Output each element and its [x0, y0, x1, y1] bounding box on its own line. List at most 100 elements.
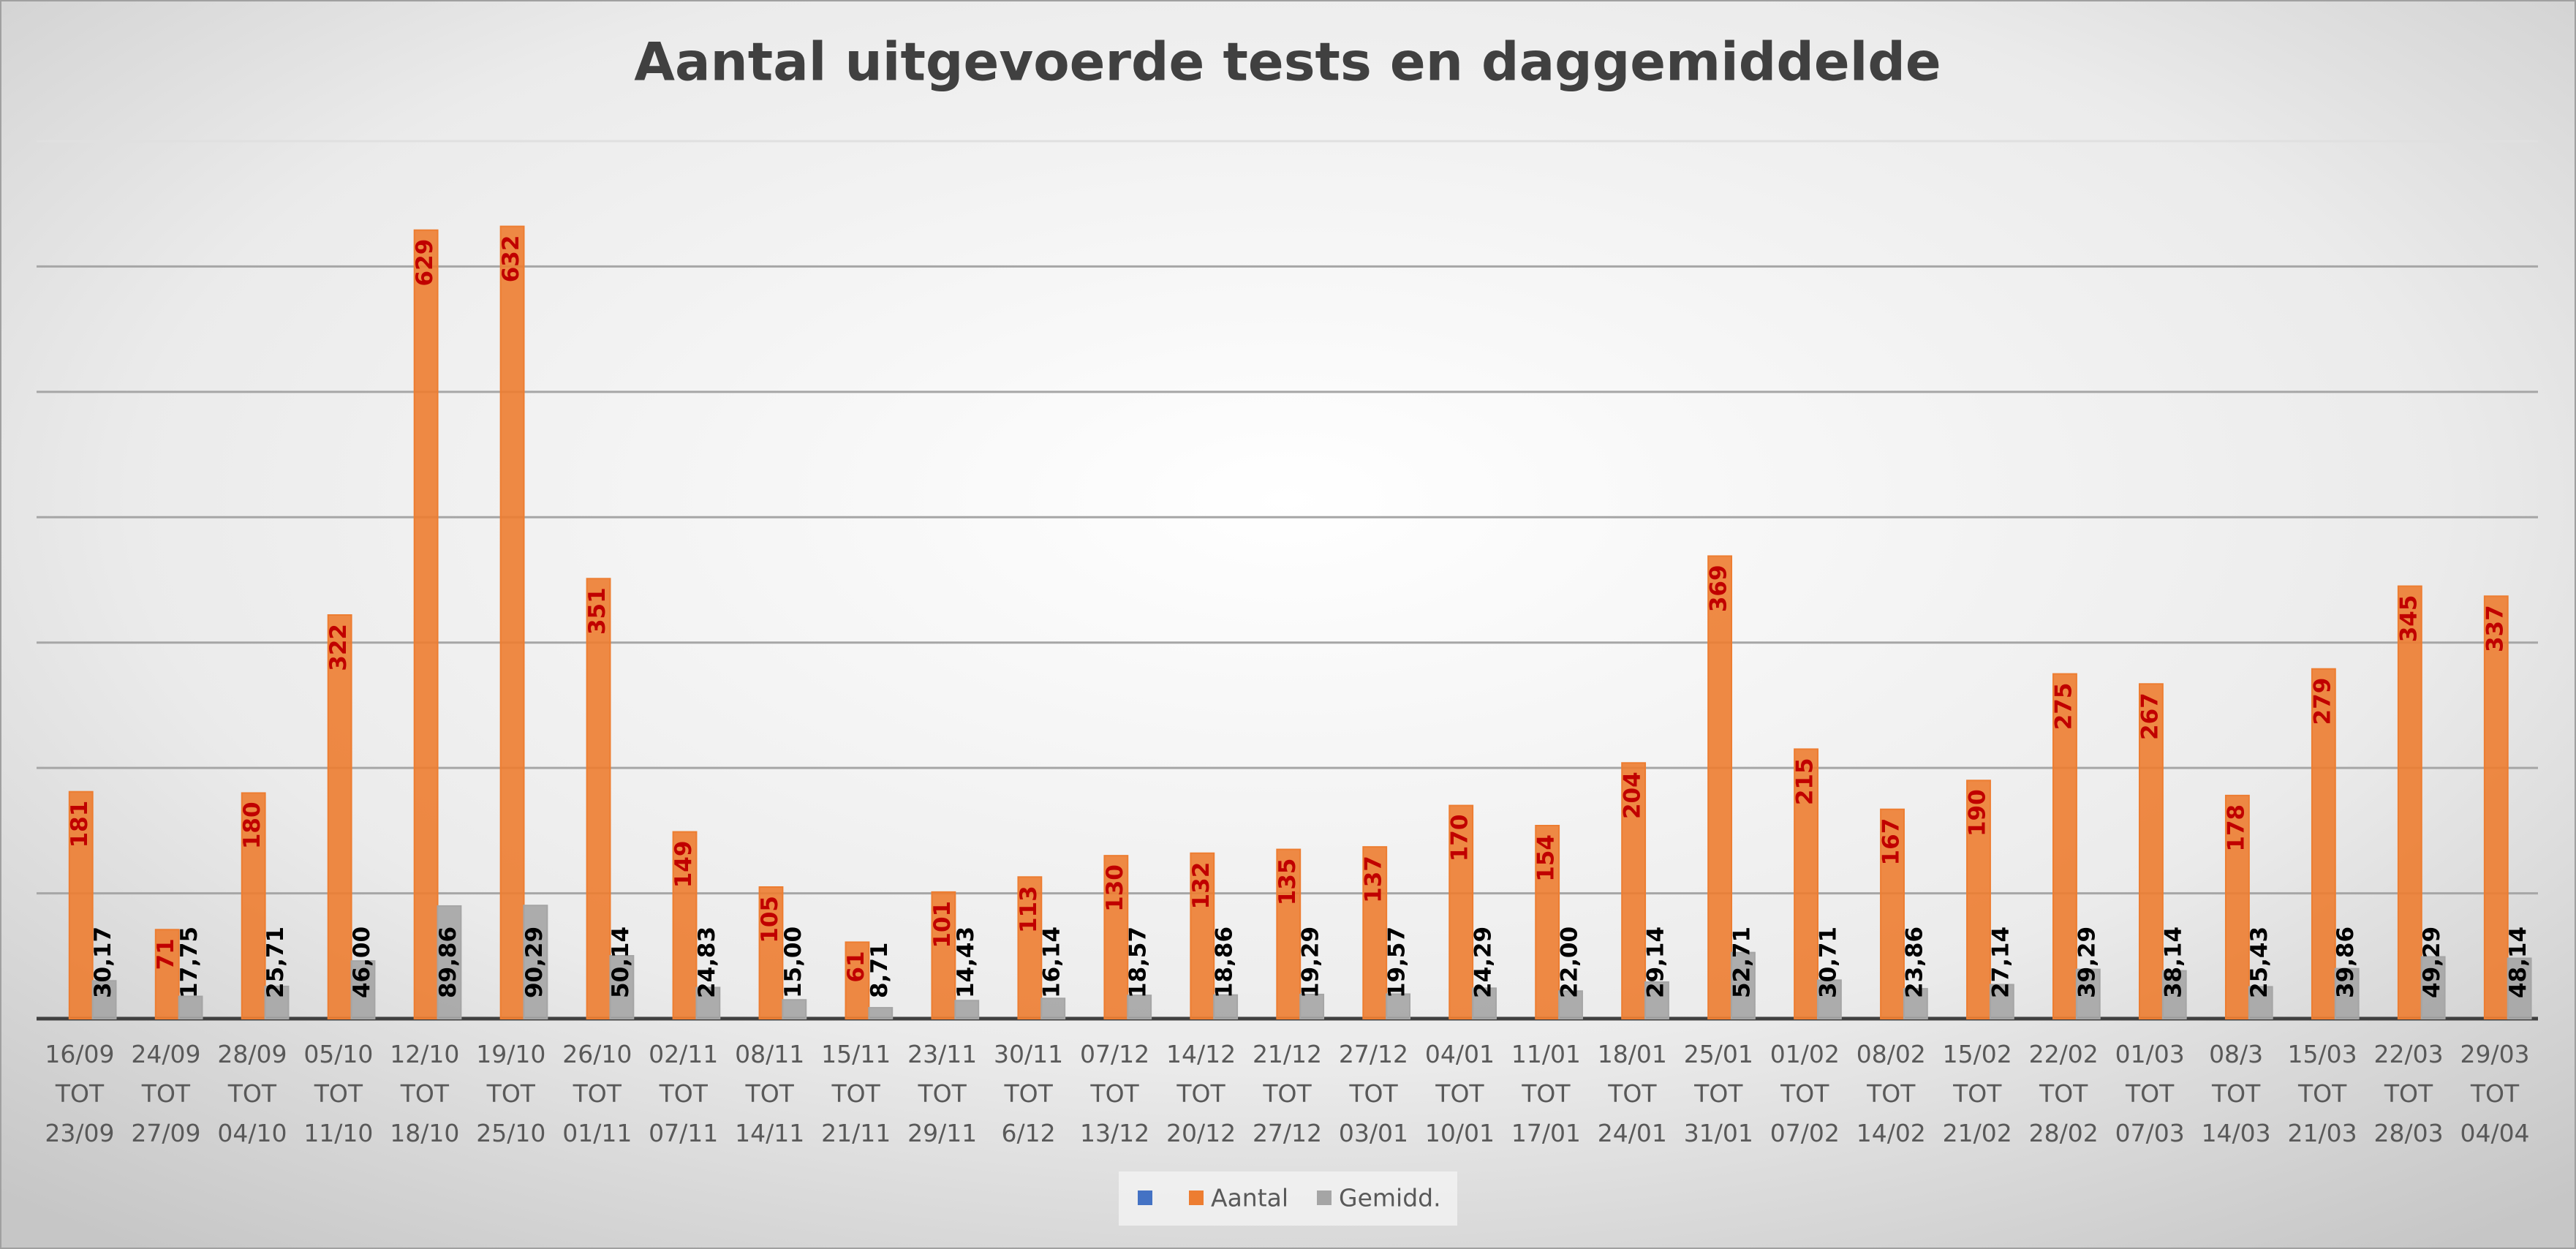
x-tick-label: 14/12 TOT 20/12 — [1166, 1040, 1236, 1147]
x-tick-label: 08/02 TOT 14/02 — [1857, 1040, 1926, 1147]
x-tick-label: 27/12 TOT 03/01 — [1339, 1040, 1408, 1147]
value-label: 14,43 — [953, 927, 979, 998]
value-label: 18,57 — [1125, 927, 1152, 998]
value-label: 113 — [1016, 886, 1042, 933]
value-label: 279 — [2309, 678, 2335, 725]
x-tick-label: 19/10 TOT 25/10 — [476, 1040, 545, 1147]
x-tick-label: 18/01 TOT 24/01 — [1598, 1040, 1667, 1147]
value-label: 632 — [498, 235, 524, 283]
legend-box — [1119, 1171, 1457, 1226]
x-tick-label: 08/3 TOT 14/03 — [2202, 1040, 2271, 1147]
value-label: 215 — [1792, 758, 1818, 805]
legend-swatch — [1189, 1190, 1204, 1205]
value-label: 50,14 — [608, 927, 634, 998]
value-label: 49,29 — [2419, 927, 2445, 998]
bar — [1448, 804, 1474, 1019]
bar — [499, 225, 525, 1020]
legend-label: Aantal — [1211, 1184, 1288, 1212]
bar — [845, 941, 870, 1020]
bar — [1472, 987, 1497, 1019]
bar — [1816, 979, 1842, 1019]
bar — [609, 955, 635, 1019]
value-label: 267 — [2137, 693, 2163, 740]
value-label: 322 — [325, 624, 352, 671]
value-label: 345 — [2395, 595, 2422, 643]
bar — [2224, 794, 2250, 1020]
value-label: 38,14 — [2160, 927, 2186, 998]
value-label: 19,29 — [1298, 927, 1324, 998]
bar — [2161, 970, 2187, 1020]
bar — [241, 792, 266, 1020]
value-label: 337 — [2482, 605, 2508, 652]
bar — [1880, 808, 1905, 1019]
bar — [1386, 993, 1411, 1019]
bar — [2483, 595, 2509, 1019]
bar — [1103, 855, 1129, 1019]
value-label: 204 — [1620, 771, 1646, 819]
value-label: 30,17 — [90, 927, 116, 998]
bar — [327, 614, 352, 1019]
bar — [2052, 673, 2077, 1019]
x-tick-label: 29/03 TOT 04/04 — [2460, 1040, 2529, 1147]
bar — [2311, 668, 2336, 1019]
x-tick-label: 15/11 TOT 21/11 — [821, 1040, 891, 1147]
value-label: 25,43 — [2246, 927, 2273, 998]
value-label: 89,86 — [435, 927, 461, 998]
bar — [1558, 990, 1583, 1020]
bar — [68, 790, 94, 1019]
bar — [2397, 585, 2422, 1019]
value-label: 24,29 — [1470, 927, 1497, 998]
bar — [2507, 957, 2532, 1019]
value-label: 19,57 — [1384, 927, 1410, 998]
bar — [782, 999, 807, 1020]
legend-swatch — [1317, 1190, 1332, 1205]
bar — [586, 578, 611, 1019]
value-label: 29,14 — [1642, 927, 1669, 998]
bar — [1190, 852, 1215, 1019]
x-tick-label: 15/02 TOT 21/02 — [1943, 1040, 2012, 1147]
x-tick-label: 21/12 TOT 27/12 — [1253, 1040, 1322, 1147]
bar — [264, 985, 290, 1019]
bar — [1276, 848, 1302, 1019]
x-tick-label: 01/03 TOT 07/03 — [2115, 1040, 2185, 1147]
value-label: 170 — [1447, 815, 1473, 862]
x-tick-label: 28/09 TOT 04/10 — [217, 1040, 287, 1147]
value-label: 30,71 — [1815, 927, 1841, 998]
x-tick-label: 07/12 TOT 13/12 — [1080, 1040, 1149, 1147]
value-label: 61 — [843, 951, 869, 982]
value-label: 39,29 — [2074, 927, 2100, 998]
bar — [413, 229, 439, 1020]
value-label: 17,75 — [176, 927, 203, 998]
value-label: 275 — [2050, 683, 2077, 731]
value-label: 105 — [757, 896, 783, 943]
bar — [2075, 968, 2101, 1020]
value-label: 137 — [1361, 856, 1387, 903]
bar — [1621, 762, 1647, 1020]
value-label: 48,14 — [2505, 927, 2531, 998]
value-label: 629 — [412, 239, 438, 287]
value-label: 90,29 — [521, 927, 548, 998]
bar — [178, 995, 203, 1019]
x-tick-label: 04/01 TOT 10/01 — [1425, 1040, 1495, 1147]
value-label: 181 — [67, 801, 93, 848]
value-label: 24,83 — [694, 927, 720, 998]
bar — [2420, 956, 2446, 1019]
bar — [672, 831, 698, 1019]
value-label: 8,71 — [866, 943, 893, 999]
bar — [154, 929, 180, 1020]
x-tick-label: 01/02 TOT 07/02 — [1770, 1040, 1840, 1147]
value-label: 132 — [1188, 862, 1215, 910]
x-tick-label: 25/01 TOT 31/01 — [1684, 1040, 1753, 1147]
value-label: 16,14 — [1039, 927, 1065, 998]
value-label: 167 — [1878, 818, 1905, 866]
value-label: 27,14 — [1987, 927, 2014, 998]
value-label: 46,00 — [349, 927, 375, 998]
x-tick-label: 22/02 TOT 28/02 — [2029, 1040, 2099, 1147]
chart-title: Aantal uitgevoerde tests en daggemiddeld… — [634, 31, 1941, 93]
value-label: 101 — [929, 901, 956, 948]
legend-swatch — [1138, 1190, 1152, 1205]
bar — [931, 891, 956, 1020]
value-label: 25,71 — [262, 927, 289, 998]
bar — [1017, 876, 1043, 1020]
